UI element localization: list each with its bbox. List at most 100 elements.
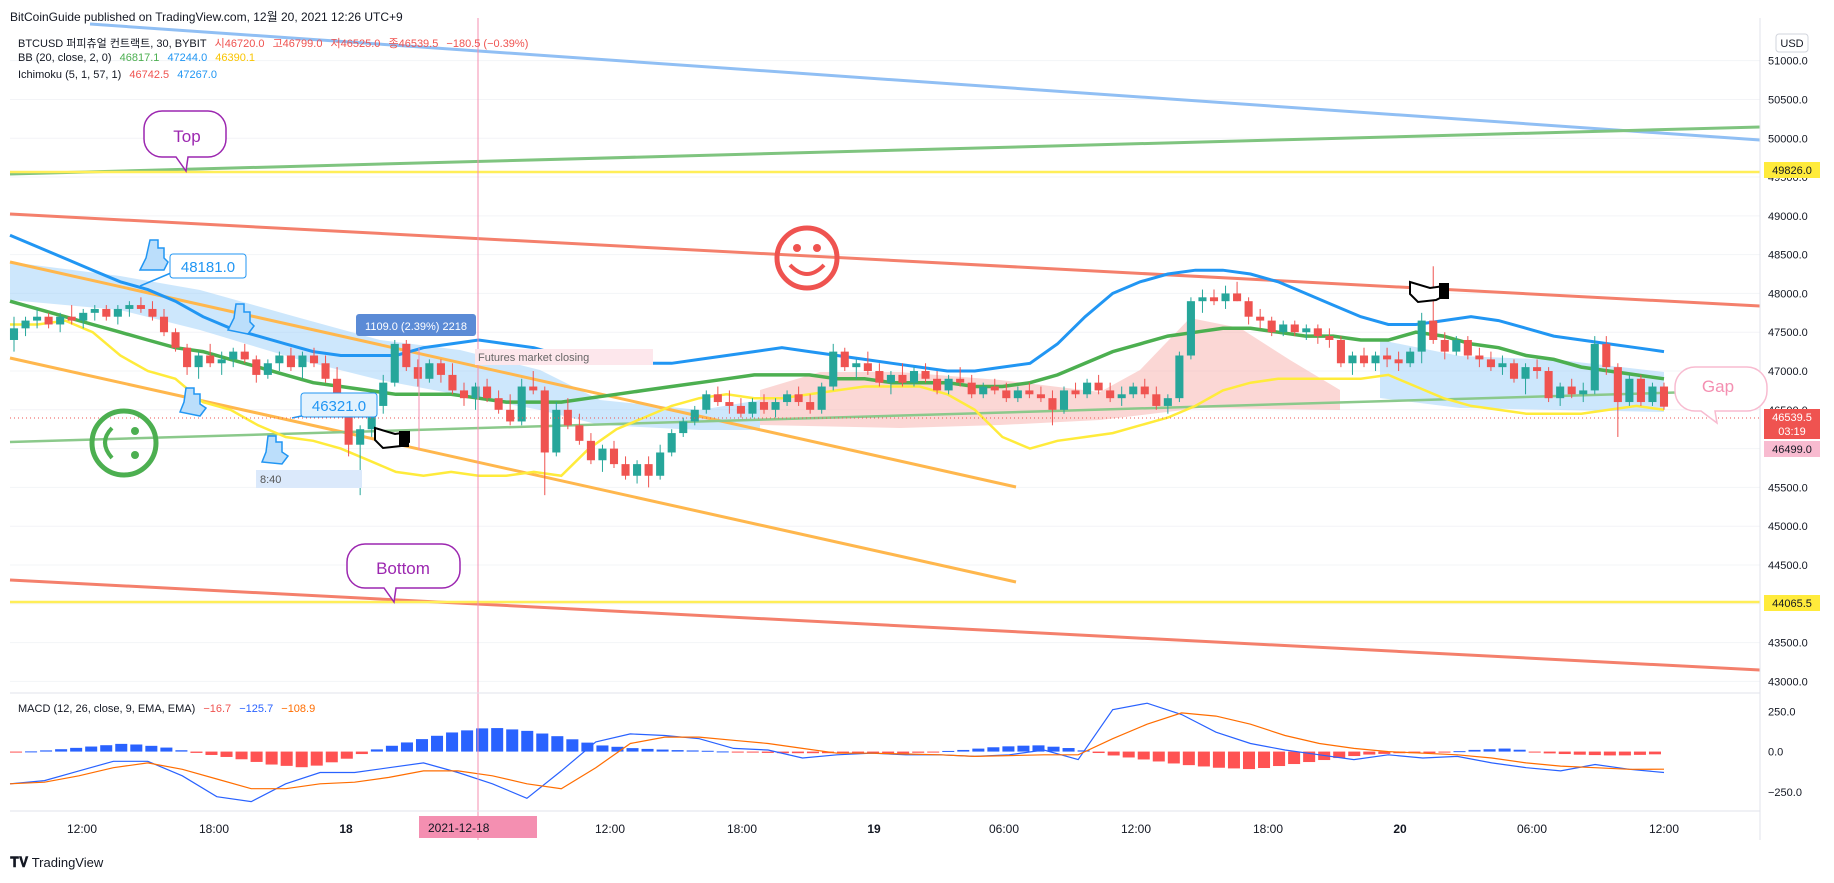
price-axis[interactable]: 51000.050500.050000.049500.049000.048500… [1768,56,1808,689]
macd-histogram-bar [837,751,850,754]
bottom-label: Bottom [376,559,430,578]
macd-histogram-bar [70,747,83,752]
candle-body [1106,390,1115,399]
macd-histogram-bar [596,745,609,752]
measure-label[interactable]: 1109.0 (2.39%) 2218 [356,314,476,336]
macd-histogram-bar [506,729,519,752]
bottom-bubble[interactable]: Bottom [346,543,461,604]
gap-bubble[interactable]: Gap [1674,366,1768,425]
candle-body [275,355,284,364]
price-label-high[interactable]: 48181.0 [169,253,247,279]
resistance-line-blue [89,22,1761,142]
macd-histogram-bar [431,735,444,752]
candle-body [979,386,988,395]
macd-histogram-bar [852,751,865,754]
candle-body [863,363,872,372]
macd-histogram-bar [1047,746,1060,752]
macd-histogram-bar [1227,751,1240,769]
candle-body [529,386,538,391]
candle-body [690,409,699,422]
candle-body [148,308,157,317]
hand-point-icon [374,280,1449,450]
candle-body [1567,386,1576,395]
candle-body [806,402,815,410]
candle-body [9,328,19,340]
candle-body [1544,371,1553,399]
candle-body [44,316,53,325]
macd-histogram-bar [1212,751,1225,768]
macd-histogram-bar [1573,751,1586,755]
candle-body [1279,324,1288,333]
candle-body [390,343,399,383]
macd-signal-value: −108.9 [281,703,316,715]
macd-histogram-bar [1137,751,1150,760]
candle-body [1452,339,1461,352]
time-tag[interactable]: 8:40 [256,470,362,488]
bb-low-value: 46390.1 [215,52,256,64]
candle-body [425,363,434,379]
macd-histogram-bar [1062,748,1075,752]
happy-face-icon [774,225,840,291]
macd-histogram-bar [897,751,910,754]
support-line-red [9,578,1761,672]
price-tag-pink[interactable]: 46499.0 [1764,441,1820,457]
time-axis[interactable]: 12:00 18:00 18 06:00 12:00 18:00 19 06:00 12:00 1… [67,822,1679,836]
candle-body [563,409,572,426]
candle-body [621,464,630,476]
macd-histogram-bar [190,751,203,753]
candle-body [1233,293,1242,302]
candle-body [1336,339,1345,364]
time-tick-label: 19 [867,822,881,836]
confused-face-icon [89,408,159,478]
candle-body [229,351,238,360]
ichimoku-legend[interactable]: Ichimoku (5, 1, 57, 1) 46742.5 47267.0 [18,69,222,81]
hand-pointer-icon [138,239,290,465]
macd-histogram-bar [310,751,323,766]
note-label[interactable]: Futures market closing [475,349,653,365]
macd-hist-value: −16.7 [203,703,232,715]
macd-histogram-bar [400,742,413,752]
price-label-high-text: 48181.0 [181,259,235,276]
symbol-legend[interactable]: BTCUSD 퍼피츄얼 컨트랙트, 30, BYBIT 시46720.0 고46… [18,35,533,51]
candle-body [644,464,653,476]
currency-button[interactable]: USD [1775,33,1809,53]
candle-body [1440,339,1449,352]
candle-body [1175,355,1184,399]
time-tick-label: 18 [339,822,353,836]
candle-body [459,390,469,399]
macd-histogram-bar [1122,751,1135,758]
macd-histogram-bar [1167,751,1180,764]
candle-body [471,386,480,399]
macd-histogram-bar [626,748,639,752]
price-label-low[interactable]: 46321.0 [300,392,378,418]
price-tag-yellow-top[interactable]: 49826.0 [1764,162,1820,178]
time-tick-label: 12:00 [1121,822,1151,836]
price-tag-yellow-bottom[interactable]: 44065.5 [1764,595,1820,611]
candle-body [921,371,930,379]
macd-legend[interactable]: MACD (12, 26, close, 9, EMA, EMA) −16.7 … [18,703,320,715]
candle-body [771,402,780,410]
macd-histogram-bar [1648,751,1661,755]
bb-legend[interactable]: BB (20, close, 2, 0) 46817.1 47244.0 463… [18,52,260,64]
price-tag-last[interactable]: 46539.5 03:19 [1764,409,1820,439]
top-bubble[interactable]: Top [143,110,227,173]
candle-body [656,452,665,476]
candle-body [79,312,88,321]
tradingview-logo[interactable]: 𝐓𝐕 TradingView [10,854,103,871]
low-value: 저46525.0 [330,38,381,50]
candle-body [448,374,457,391]
candle-body [1498,363,1507,368]
macd-histogram-bar [641,748,654,752]
macd-histogram-bar [867,751,880,754]
macd-histogram-bar [1242,751,1256,770]
macd-histogram-bar [551,736,564,752]
macd-label: MACD (12, 26, close, 9, EMA, EMA) [18,703,196,715]
candle-body [1013,390,1022,399]
macd-histogram-bar [1333,751,1346,759]
macd-histogram-bar [1303,751,1316,763]
ichimoku-b-value: 47267.0 [177,69,217,81]
price-tick-label: 49000.0 [1768,211,1808,223]
macd-histogram-bar [1468,749,1481,752]
